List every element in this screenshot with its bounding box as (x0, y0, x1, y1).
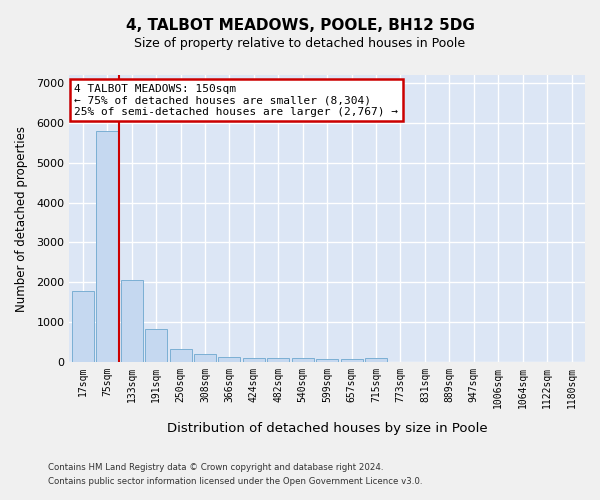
Bar (72, 291, 94, 362)
Bar (267, 358, 289, 362)
Bar (365, 358, 387, 362)
Bar (194, 354, 216, 362)
Bar (243, 358, 265, 362)
Text: Contains HM Land Registry data © Crown copyright and database right 2024.: Contains HM Land Registry data © Crown c… (48, 464, 383, 472)
Bar (316, 358, 338, 362)
Bar (121, 280, 143, 362)
Bar (341, 358, 362, 362)
Bar (292, 358, 314, 362)
Text: Size of property relative to detached houses in Poole: Size of property relative to detached ho… (134, 38, 466, 51)
Text: 4 TALBOT MEADOWS: 150sqm
← 75% of detached houses are smaller (8,304)
25% of sem: 4 TALBOT MEADOWS: 150sqm ← 75% of detach… (74, 84, 398, 117)
Bar (96, 131, 118, 362)
Bar (218, 357, 241, 362)
Bar (145, 330, 167, 362)
Text: 4, TALBOT MEADOWS, POOLE, BH12 5DG: 4, TALBOT MEADOWS, POOLE, BH12 5DG (125, 18, 475, 32)
Bar (170, 348, 191, 362)
Y-axis label: Number of detached properties: Number of detached properties (15, 126, 28, 312)
Text: Contains public sector information licensed under the Open Government Licence v3: Contains public sector information licen… (48, 477, 422, 486)
X-axis label: Distribution of detached houses by size in Poole: Distribution of detached houses by size … (167, 422, 487, 435)
